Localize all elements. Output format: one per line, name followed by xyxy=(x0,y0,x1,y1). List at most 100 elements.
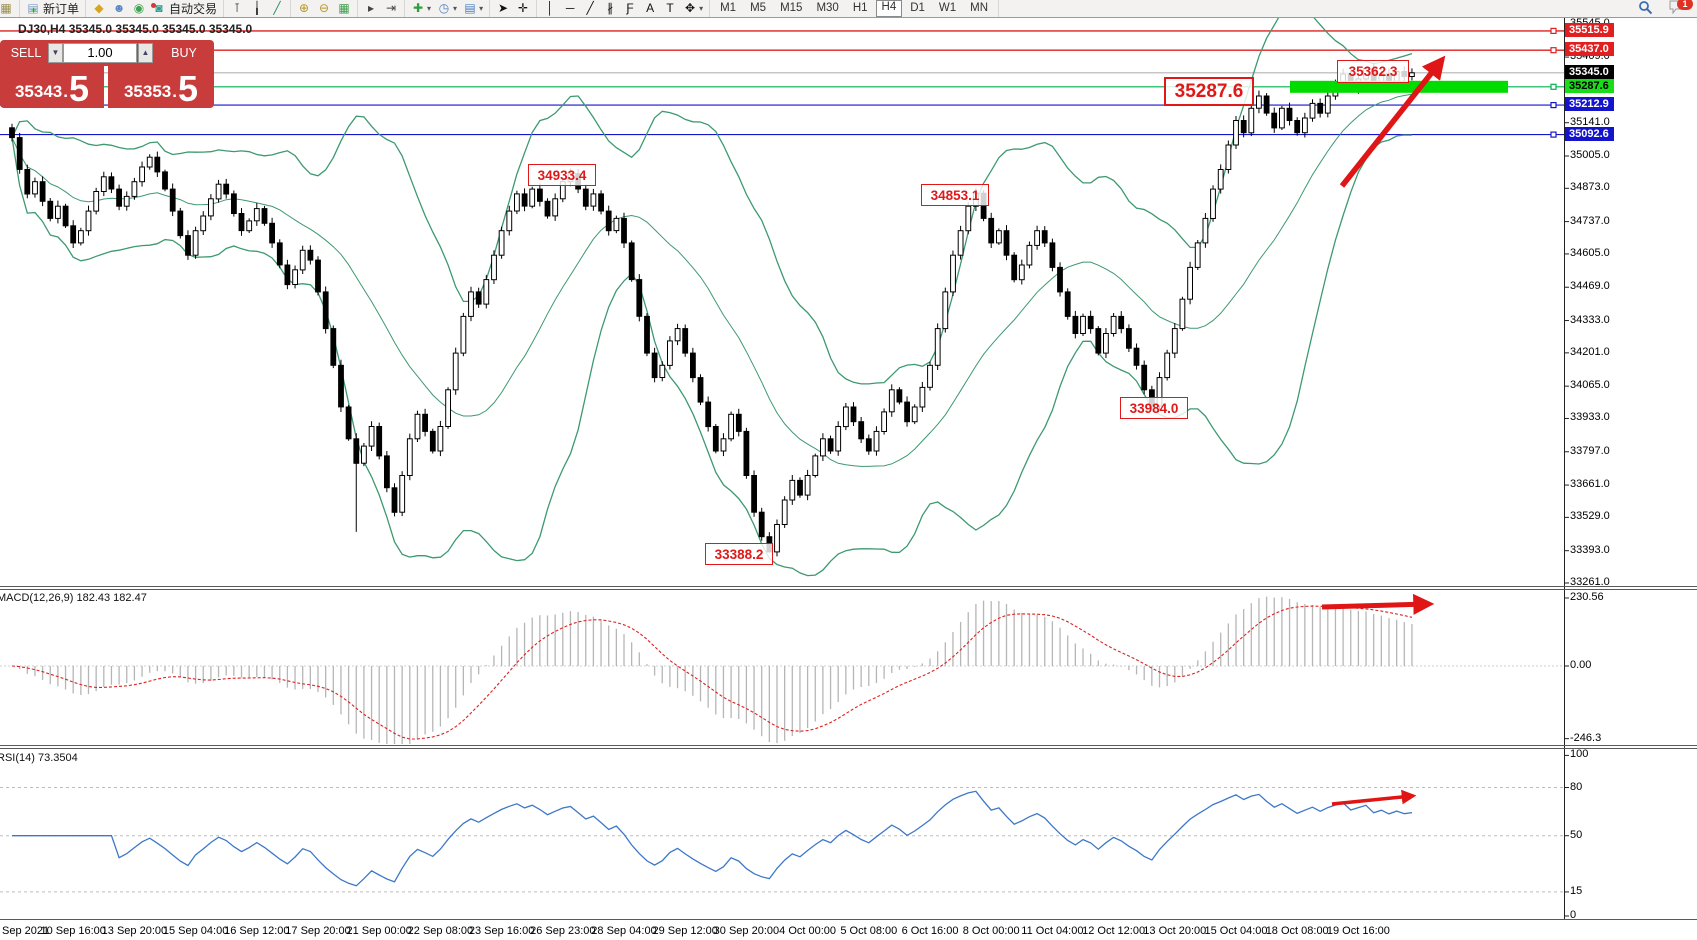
new-order-button[interactable]: ▤ + 新订单 xyxy=(23,1,82,16)
tile-windows-button[interactable]: ▦ xyxy=(334,1,354,16)
toolbar-group: ⊺ ╽ ╱ xyxy=(224,0,292,17)
toolbar-group: ⊕ ⊖ ▦ xyxy=(291,0,359,17)
signals-button[interactable]: ◉ xyxy=(129,1,149,16)
notification-badge: 1 xyxy=(1677,0,1693,10)
date-axis-label: 19 Oct 16:00 xyxy=(1326,925,1390,937)
autotrading-status-dot xyxy=(151,3,157,8)
timeframe-m5[interactable]: M5 xyxy=(750,2,767,14)
sell-price-button[interactable]: 35343. 5 xyxy=(0,66,104,108)
text-label-button[interactable]: T xyxy=(660,1,680,16)
bar-chart-button[interactable]: ⊺ xyxy=(227,1,247,16)
community-button[interactable]: ☻ xyxy=(109,1,129,16)
text-button[interactable]: A xyxy=(640,1,660,16)
search-icon[interactable] xyxy=(1638,0,1653,18)
chart-shift-button[interactable]: ⇥ xyxy=(381,1,401,16)
sell-button[interactable]: SELL xyxy=(10,46,42,60)
date-axis-label: 13 Oct 20:00 xyxy=(1143,925,1207,937)
cursor-button[interactable]: ➤ xyxy=(493,1,513,16)
timeframe-mn[interactable]: MN xyxy=(970,2,989,14)
fibonacci-button[interactable]: Ƒ xyxy=(620,1,640,16)
timeframe-w1[interactable]: W1 xyxy=(938,2,957,14)
date-axis-label: 11 Oct 04:00 xyxy=(1021,925,1084,937)
history-center-button[interactable]: ◷ ▾ xyxy=(434,1,460,16)
date-axis-label: 16 Sep 12:00 xyxy=(224,925,290,937)
chat-icon[interactable]: 1 xyxy=(1669,0,1693,17)
date-axis-label: 12 Oct 12:00 xyxy=(1082,925,1146,937)
crosshair-button[interactable]: ✛ xyxy=(513,1,533,16)
equidistant-channel-icon: ∦ xyxy=(607,1,614,15)
toolbar-group: ◆ ☻ ◉ ◙ 自动交易 xyxy=(86,0,225,17)
timeframe-m1[interactable]: M1 xyxy=(720,2,737,14)
toolbar-group: ▦ xyxy=(0,0,20,17)
toolbar-group: ✚ ▾ ◷ ▾ ▤ ▾ xyxy=(405,0,491,17)
trendline-button[interactable]: ╱ xyxy=(580,1,600,16)
price-annotation[interactable]: 34853.1 xyxy=(921,184,989,206)
price-annotation[interactable]: 33388.2 xyxy=(705,543,773,565)
toolbar-group: ➤ ✛ xyxy=(490,0,538,17)
toolbar-group: │ ─ ╱ ∦ Ƒ A T ✥ ▾ xyxy=(537,0,711,17)
arrows-tool-button[interactable]: ✥ ▾ xyxy=(680,1,706,16)
date-axis-label: 13 Sep 20:00 xyxy=(101,925,168,937)
chart-surface[interactable] xyxy=(0,17,1564,920)
date-axis-label: 18 Oct 08:00 xyxy=(1265,925,1329,937)
price-annotation[interactable]: 34933.4 xyxy=(528,164,596,186)
zoom-in-button[interactable]: ⊕ xyxy=(294,1,314,16)
chart-bottom-border xyxy=(0,919,1697,920)
auto-scroll-button[interactable]: ▸ xyxy=(361,1,381,16)
dropdown-arrow-icon[interactable]: ▾ xyxy=(453,4,458,13)
horizontal-line-button[interactable]: ─ xyxy=(560,1,580,16)
one-click-trading-panel: SELL ▼ 1.00 ▲ BUY 35343. 5 35353. 5 xyxy=(0,40,214,108)
equidistant-channel-button[interactable]: ∦ xyxy=(600,1,620,16)
chart-fragment-button[interactable]: ▦ xyxy=(0,1,16,16)
timeframe-d1[interactable]: D1 xyxy=(910,2,925,14)
chart-fragment-icon: ▦ xyxy=(0,1,12,15)
buy-price-main: 35353 xyxy=(123,82,172,101)
date-axis-label: 4 Oct 00:00 xyxy=(779,925,837,937)
buy-price-button[interactable]: 35353. 5 xyxy=(108,66,214,108)
volume-increase-button[interactable]: ▲ xyxy=(138,43,153,63)
autotrading-button[interactable]: ◙ 自动交易 xyxy=(149,1,220,16)
axis-tick-label: 33529.0 xyxy=(1570,510,1610,523)
zoom-out-button[interactable]: ⊖ xyxy=(314,1,334,16)
dropdown-arrow-icon[interactable]: ▾ xyxy=(479,4,484,13)
timeframe-m15[interactable]: M15 xyxy=(780,2,803,14)
vertical-line-button[interactable]: │ xyxy=(540,1,560,16)
chart-profiles-button[interactable]: ▤ ▾ xyxy=(460,1,486,16)
price-annotation[interactable]: 33984.0 xyxy=(1120,397,1188,419)
metaquotes-button[interactable]: ◆ xyxy=(89,1,109,16)
axis-tick-label: 35005.0 xyxy=(1570,148,1610,161)
auto-scroll-icon: ▸ xyxy=(368,1,375,15)
timeframe-h4[interactable]: H4 xyxy=(875,0,903,17)
price-axis-line xyxy=(1564,17,1565,920)
dropdown-arrow-icon[interactable]: ▾ xyxy=(699,4,704,13)
new-order-label: 新订单 xyxy=(43,2,80,16)
timeframe-m30[interactable]: M30 xyxy=(816,2,839,14)
axis-tick-label: 100 xyxy=(1570,748,1589,761)
date-axis-label: 22 Sep 08:00 xyxy=(407,925,474,937)
volume-decrease-button[interactable]: ▼ xyxy=(48,43,63,63)
date-axis-label: 26 Sep 23:00 xyxy=(530,925,596,937)
date-axis-label: 15 Oct 04:00 xyxy=(1204,925,1268,937)
tile-windows-icon: ▦ xyxy=(338,1,350,15)
volume-input[interactable]: 1.00 xyxy=(63,43,137,63)
toolbar-right: 1 xyxy=(1638,0,1697,18)
date-axis-label: 6 Oct 16:00 xyxy=(901,925,959,937)
candlestick-chart-button[interactable]: ╽ xyxy=(247,1,267,16)
line-chart-button[interactable]: ╱ xyxy=(267,1,287,16)
pane-separator[interactable] xyxy=(0,745,1697,746)
price-annotation[interactable]: 35362.3 xyxy=(1337,60,1409,83)
chart-profiles-icon: ▤ xyxy=(464,1,476,15)
macd-indicator-label: MACD(12,26,9) 182.43 182.47 xyxy=(0,592,147,604)
price-badge-red: 35515.9 xyxy=(1565,22,1614,37)
pane-separator[interactable] xyxy=(0,586,1697,587)
timeframe-h1[interactable]: H1 xyxy=(852,2,868,14)
price-badge-red: 35437.0 xyxy=(1565,42,1614,57)
buy-button[interactable]: BUY xyxy=(171,46,197,60)
price-annotation[interactable]: 35287.6 xyxy=(1164,77,1254,106)
new-chart-button[interactable]: ✚ ▾ xyxy=(408,1,434,16)
dropdown-arrow-icon[interactable]: ▾ xyxy=(427,4,432,13)
history-center-icon: ◷ xyxy=(438,1,450,15)
community-icon: ☻ xyxy=(112,1,126,15)
fibonacci-icon: Ƒ xyxy=(626,1,634,15)
